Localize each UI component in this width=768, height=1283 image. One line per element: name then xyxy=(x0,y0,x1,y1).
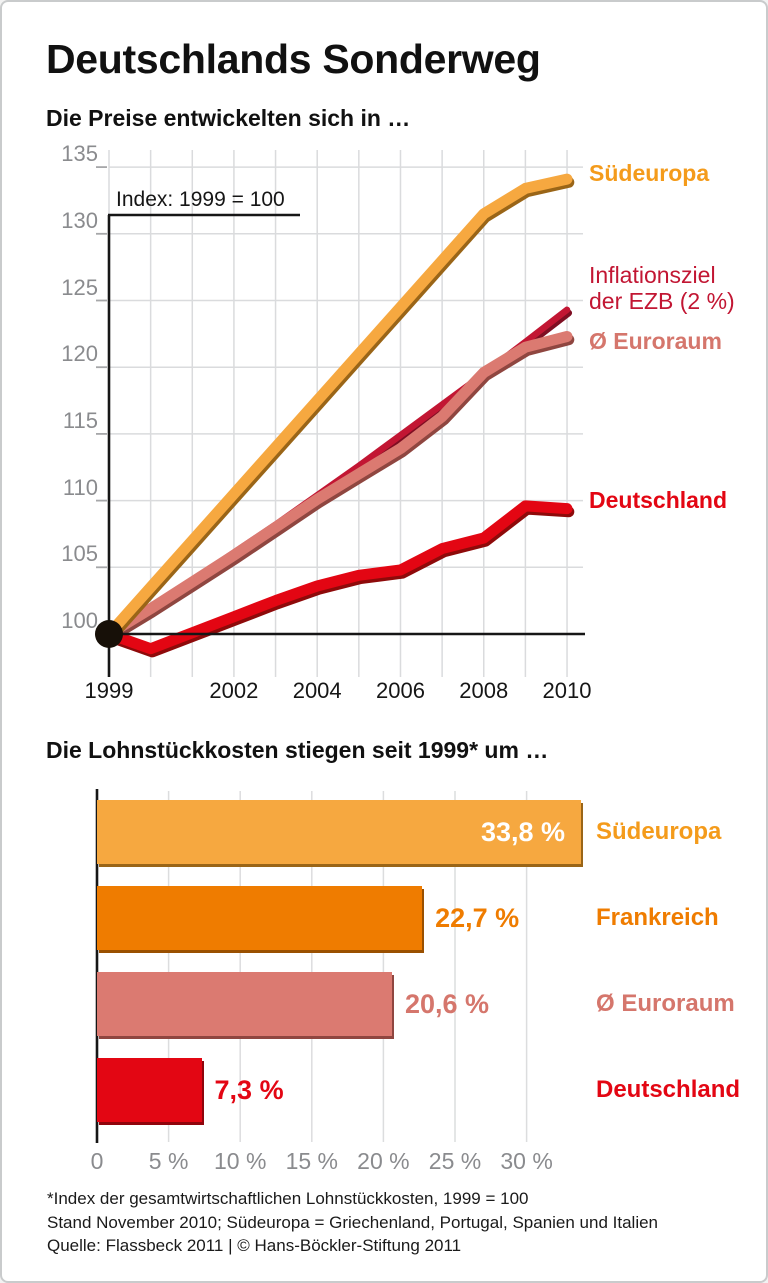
series-line-1 xyxy=(103,331,573,640)
bar-chart-title: Die Lohnstückkosten stiegen seit 1999* u… xyxy=(46,737,549,763)
line-x-axis-label-2010: 2010 xyxy=(542,678,592,703)
page-title: Deutschlands Sonderweg xyxy=(46,36,541,82)
bar-euroraum xyxy=(97,972,392,1036)
index-annotation: Index: 1999 = 100 xyxy=(116,188,285,211)
line-y-axis-label-135: 135 xyxy=(61,141,98,167)
bar-axis-tick-25: 25 % xyxy=(428,1148,482,1174)
bar-axis-tick-5: 5 % xyxy=(148,1148,189,1174)
line-y-axis-label-110: 110 xyxy=(62,474,98,500)
bar-row-deutschland: 7,3 % Deutschland xyxy=(2,1058,766,1122)
start-marker-dot xyxy=(95,620,123,648)
bar-axis-tick-15: 15 % xyxy=(285,1148,339,1174)
bar-suedeuropa xyxy=(97,800,582,864)
bar-axis-tick-30: 30 % xyxy=(500,1148,553,1174)
bar-value-euroraum: 20,6 % xyxy=(404,989,490,1019)
line-x-axis-label-1999: 1999 xyxy=(84,678,134,703)
series-shadow-2 xyxy=(105,176,575,643)
legend-suedeuropa: Südeuropa xyxy=(589,160,710,186)
legend-euroraum: Ø Euroraum xyxy=(589,328,722,354)
line-y-axis-label-115: 115 xyxy=(62,407,98,433)
line-y-axis-label-105: 105 xyxy=(61,541,98,567)
bar-label-suedeuropa: Südeuropa xyxy=(596,818,722,845)
bar-row-euroraum: 20,6 % Ø Euroraum xyxy=(2,972,766,1036)
line-x-axis-label-2002: 2002 xyxy=(209,678,259,703)
bar-label-euroraum: Ø Euroraum xyxy=(596,990,735,1017)
legend-inflationsziel-ezb: Inflationsziel der EZB (2 %) xyxy=(589,262,735,314)
bar-label-deutschland: Deutschland xyxy=(596,1076,741,1103)
line-x-axis-label-2004: 2004 xyxy=(292,678,342,703)
line-y-axis-label-130: 130 xyxy=(61,207,98,233)
bar-axis-tick-10: 10 % xyxy=(213,1148,267,1174)
legend-deutschland: Deutschland xyxy=(589,487,728,513)
line-x-axis-label-2006: 2006 xyxy=(375,678,425,703)
footnote-quelle: Quelle: Flassbeck 2011 | © Hans-Böckler-… xyxy=(47,1236,462,1255)
series-line-2 xyxy=(103,173,573,640)
bar-value-suedeuropa: 33,8 % xyxy=(480,817,566,847)
bar-row-suedeuropa: 33,8 % Südeuropa xyxy=(2,800,766,864)
bar-frankreich xyxy=(97,886,423,950)
line-x-axis-label-2008: 2008 xyxy=(459,678,509,703)
bar-axis-tick-0: 0 xyxy=(90,1148,104,1174)
line-y-axis-label-120: 120 xyxy=(61,341,98,367)
bar-row-frankreich: 22,7 % Frankreich xyxy=(2,886,766,950)
line-y-axis-label-100: 100 xyxy=(61,608,98,633)
line-chart-title: Die Preise entwickelten sich in … xyxy=(46,105,411,131)
bar-value-frankreich: 22,7 % xyxy=(435,903,520,933)
footnotes: *Index der gesamtwirtschaftlichen Lohnst… xyxy=(47,1187,658,1258)
bar-axis-tick-20: 20 % xyxy=(357,1148,410,1174)
line-y-axis-label-125: 125 xyxy=(61,274,98,300)
bar-label-frankreich: Frankreich xyxy=(596,904,719,931)
bar-deutschland xyxy=(97,1058,202,1122)
bar-value-deutschland: 7,3 % xyxy=(214,1075,284,1105)
footnote-stand: Stand November 2010; Südeuropa = Grieche… xyxy=(47,1212,659,1232)
footnote-index: *Index der gesamtwirtschaftlichen Lohnst… xyxy=(47,1189,529,1208)
series-line-3 xyxy=(103,500,573,655)
